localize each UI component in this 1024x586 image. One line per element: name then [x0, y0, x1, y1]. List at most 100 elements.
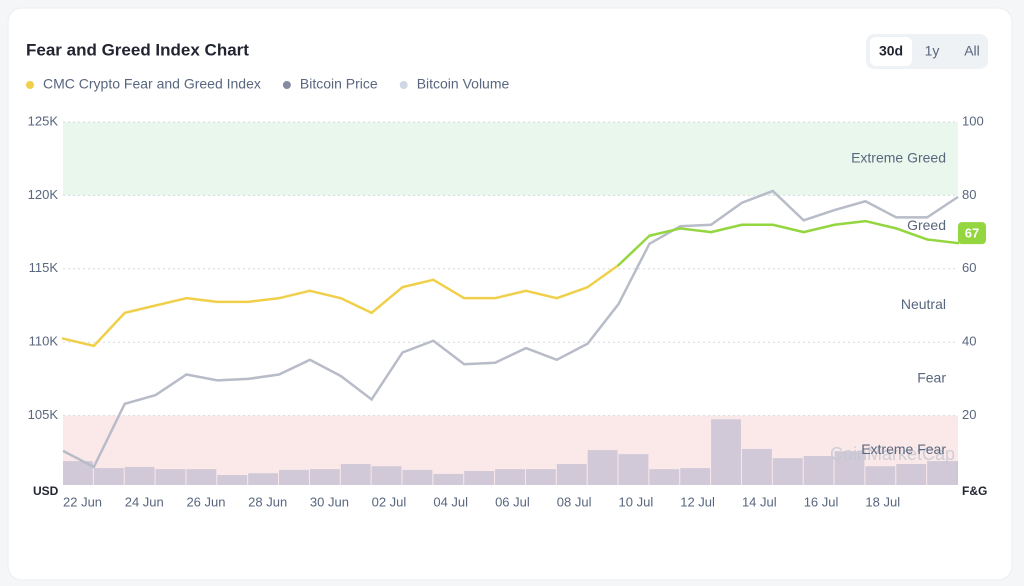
- x-tick-label: 24 Jun: [125, 494, 164, 509]
- index-line-segment: [555, 285, 589, 300]
- x-tick-label: 08 Jul: [557, 494, 592, 509]
- index-line-segment: [432, 278, 466, 300]
- index-line-segment: [185, 296, 219, 304]
- volume-bar: [186, 469, 217, 485]
- volume-bar: [402, 469, 433, 485]
- zone-label: Extreme Greed: [851, 149, 946, 165]
- volume-bar: [63, 461, 93, 485]
- zone-label: Neutral: [901, 296, 946, 312]
- range-button[interactable]: [870, 37, 912, 66]
- watermark: CoinMarketCap: [830, 444, 955, 464]
- chart-title: Fear and Greed Index Chart: [26, 40, 249, 59]
- x-tick-label: 12 Jul: [680, 494, 715, 509]
- x-tick-label: 04 Jul: [433, 494, 468, 509]
- zone-band: [63, 122, 958, 196]
- index-line-segment: [401, 278, 435, 289]
- y-tick-label: 125K: [28, 113, 59, 128]
- index-line-segment: [771, 223, 805, 234]
- index-line-segment: [339, 296, 373, 315]
- y2-tick-label: 60: [962, 260, 976, 275]
- volume-bar: [741, 448, 772, 485]
- x-tick-label: 02 Jul: [372, 494, 407, 509]
- legend-label: CMC Crypto Fear and Greed Index: [43, 76, 261, 92]
- price-line: [62, 189, 959, 469]
- index-line-segment: [154, 296, 188, 307]
- index-line-segment: [833, 219, 867, 227]
- range-button-label[interactable]: All: [964, 43, 980, 59]
- volume-bar: [711, 419, 741, 485]
- x-tick-label: 16 Jul: [804, 494, 839, 509]
- volume-bar: [371, 466, 402, 485]
- volume-bar: [433, 473, 464, 485]
- volume-bar: [865, 466, 896, 485]
- legend-dot: [282, 81, 291, 89]
- volume-bar: [772, 458, 803, 485]
- volume-bar: [155, 469, 186, 485]
- volume-bar: [495, 469, 525, 485]
- legend-dot: [399, 81, 408, 89]
- x-tick-label: 06 Jul: [495, 494, 530, 509]
- index-line-segment: [524, 289, 559, 300]
- x-tick-label: 28 Jun: [248, 494, 287, 509]
- index-line-segment: [61, 337, 96, 348]
- index-line-segment: [586, 263, 620, 289]
- index-line-segment: [678, 227, 713, 234]
- index-line-segment: [246, 296, 281, 304]
- index-line-segment: [370, 285, 404, 315]
- volume-bar: [525, 469, 556, 485]
- volume-bar: [279, 469, 309, 485]
- volume-bar: [464, 471, 495, 485]
- y-tick-label: 115K: [29, 260, 59, 275]
- index-line-segment: [709, 223, 744, 234]
- y-tick-label: 120K: [28, 187, 59, 202]
- last-value-label: 67: [965, 226, 979, 241]
- zone-label: Extreme Fear: [861, 441, 946, 457]
- x-tick-label: 10 Jul: [619, 494, 654, 509]
- volume-bar: [927, 461, 957, 485]
- y2-tick-label: 100: [962, 113, 984, 128]
- y2-tick-label: 40: [962, 334, 976, 349]
- index-line-segment: [864, 219, 898, 230]
- y-axis-label: USD: [33, 484, 59, 498]
- y-tick-label: 105K: [28, 407, 59, 422]
- volume-bar: [124, 466, 155, 485]
- volume-bar: [587, 450, 618, 485]
- index-line-segment: [802, 223, 836, 234]
- range-button-label[interactable]: 1y: [925, 43, 940, 59]
- x-tick-label: 18 Jul: [865, 494, 900, 509]
- legend-label: Bitcoin Price: [300, 76, 378, 92]
- volume-bar: [649, 469, 680, 485]
- legend-label: Bitcoin Volume: [417, 76, 510, 92]
- x-tick-label: 26 Jun: [186, 494, 225, 509]
- last-value-badge: [958, 222, 986, 245]
- volume-bar: [340, 464, 371, 485]
- index-line-segment: [493, 289, 528, 300]
- y2-tick-label: 20: [962, 407, 976, 422]
- range-button-label[interactable]: 30d: [879, 43, 903, 59]
- index-line-segment: [648, 227, 682, 238]
- y2-axis-label: F&G: [962, 484, 987, 498]
- volume-bar: [680, 468, 711, 485]
- index-line-segment: [895, 227, 929, 241]
- volume-bar: [956, 461, 958, 485]
- index-line-segment: [617, 234, 651, 267]
- index-line-segment: [92, 311, 126, 348]
- volume-bar: [618, 454, 649, 485]
- x-tick-label: 22 Jun: [63, 494, 102, 509]
- volume-bar: [248, 473, 279, 485]
- index-line-segment: [277, 289, 312, 300]
- x-tick-label: 14 Jul: [742, 494, 777, 509]
- volume-bar: [896, 464, 927, 485]
- legend-dot: [26, 81, 34, 89]
- y2-tick-label: 80: [962, 187, 976, 202]
- index-line-segment: [123, 304, 157, 315]
- volume-bar: [309, 469, 340, 485]
- volume-bar: [217, 475, 248, 485]
- volume-bar: [93, 468, 124, 485]
- volume-bar: [803, 455, 834, 485]
- volume-bar: [834, 451, 865, 485]
- volume-bar: [556, 464, 587, 485]
- y-tick-label: 110K: [29, 334, 59, 349]
- index-line-segment: [308, 289, 343, 300]
